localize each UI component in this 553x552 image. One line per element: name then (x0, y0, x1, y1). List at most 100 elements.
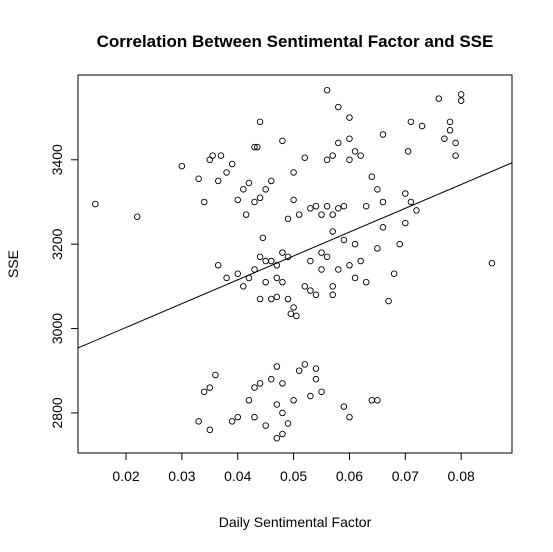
point (279, 380, 286, 387)
point (268, 375, 275, 383)
point (234, 413, 241, 421)
point (379, 131, 387, 138)
point (295, 211, 303, 218)
point (212, 371, 219, 379)
point (223, 169, 230, 176)
point (457, 91, 465, 98)
point (256, 253, 264, 261)
x-tick-label: 0.04 (224, 468, 251, 484)
point (240, 186, 247, 193)
point (351, 274, 359, 282)
point (323, 253, 331, 261)
point (268, 295, 275, 303)
point (284, 420, 292, 427)
point (335, 139, 342, 147)
point (268, 177, 275, 185)
point (335, 205, 342, 212)
point (307, 392, 314, 400)
point (357, 257, 364, 265)
y-tick-label: 2800 (49, 397, 65, 428)
x-tick-label: 0.03 (168, 468, 195, 484)
point (329, 283, 336, 290)
plot-frame (77, 74, 513, 454)
point (312, 202, 320, 210)
point (195, 418, 202, 425)
point (301, 361, 309, 368)
x-axis-label: Daily Sentimental Factor (219, 514, 372, 530)
point (402, 190, 409, 197)
point (178, 162, 186, 170)
point (251, 198, 258, 206)
point (200, 388, 208, 396)
point (335, 103, 342, 111)
point (284, 215, 292, 223)
point (312, 365, 320, 372)
point (346, 135, 353, 142)
point (301, 154, 309, 161)
point (418, 122, 426, 130)
point (259, 234, 267, 242)
point (318, 266, 325, 273)
point (251, 413, 258, 421)
point (488, 259, 496, 267)
point (256, 380, 264, 387)
point (318, 249, 325, 256)
point (340, 236, 348, 244)
point (329, 291, 336, 299)
point (206, 426, 214, 434)
point (262, 422, 269, 429)
point (435, 95, 443, 102)
point (290, 304, 297, 311)
point (256, 194, 264, 202)
point (441, 135, 448, 142)
point (279, 409, 286, 417)
point (217, 152, 225, 159)
point (362, 202, 370, 210)
point (262, 257, 269, 265)
x-tick-label: 0.02 (112, 468, 139, 484)
point (251, 143, 258, 151)
point (223, 274, 230, 282)
point (323, 86, 331, 94)
point (254, 143, 261, 151)
point (279, 430, 286, 438)
point (307, 205, 314, 212)
chart-title: Correlation Between Sentimental Factor a… (97, 32, 494, 51)
point (273, 401, 281, 408)
point (379, 198, 387, 206)
point (340, 202, 348, 210)
point (312, 291, 320, 299)
point (228, 160, 236, 168)
point (293, 312, 300, 320)
point (262, 278, 269, 286)
point (312, 375, 320, 383)
x-tick-label: 0.07 (392, 468, 419, 484)
point (346, 413, 353, 421)
point (351, 148, 359, 155)
point (351, 240, 359, 248)
point (390, 270, 398, 277)
point (240, 283, 247, 290)
point (290, 169, 297, 176)
point (374, 186, 381, 193)
point (279, 249, 286, 256)
point (214, 177, 222, 185)
point (273, 274, 281, 282)
point (279, 278, 286, 286)
point (407, 118, 415, 126)
point (346, 156, 353, 164)
point (340, 403, 348, 410)
point (368, 173, 376, 180)
point (251, 384, 258, 391)
point (413, 207, 420, 214)
point (374, 397, 381, 404)
point (295, 367, 303, 374)
point (279, 137, 286, 145)
point (206, 384, 214, 391)
point (446, 127, 454, 134)
point (262, 186, 269, 193)
point (256, 118, 264, 126)
point (301, 283, 309, 290)
point (318, 211, 325, 218)
